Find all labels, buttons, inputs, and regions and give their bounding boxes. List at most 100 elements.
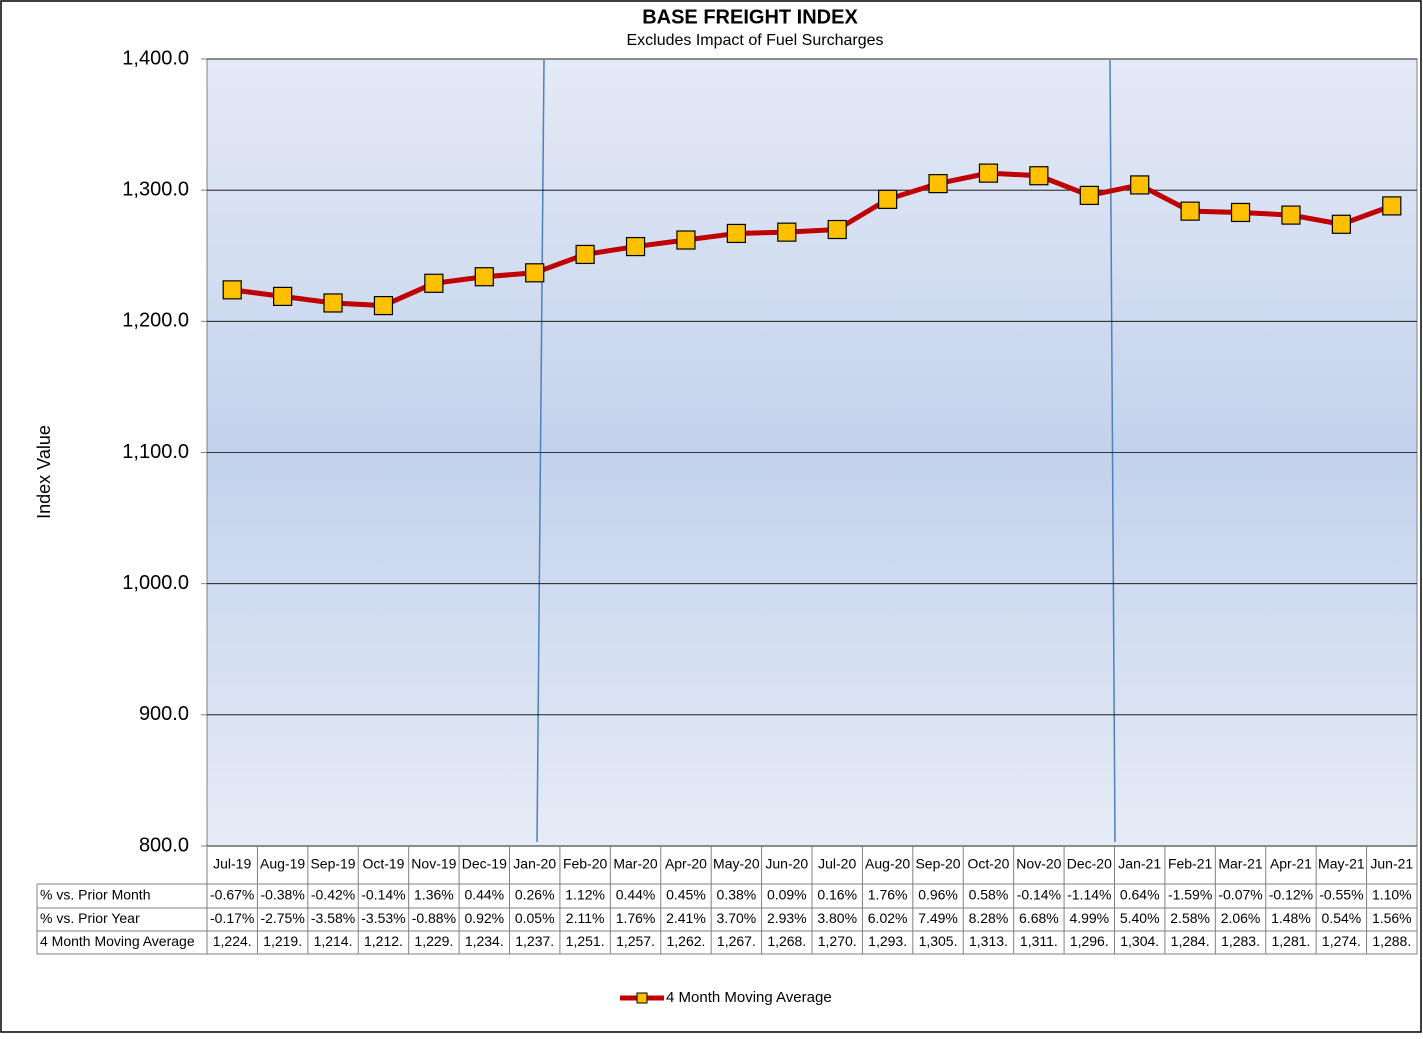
- table-cell: -0.55%: [1319, 887, 1363, 903]
- x-tick-label: Jun-21: [1370, 856, 1413, 872]
- table-cell: -0.07%: [1218, 887, 1262, 903]
- x-tick-label: Mar-21: [1218, 856, 1263, 872]
- table-cell: 1.10%: [1372, 887, 1412, 903]
- table-cell: -0.38%: [260, 887, 304, 903]
- table-cell: 2.11%: [566, 910, 605, 926]
- marker: [1029, 166, 1049, 186]
- table-cell: 8.28%: [969, 910, 1009, 926]
- table-cell: 1,283.: [1221, 933, 1260, 949]
- table-cell: 1,313.: [969, 933, 1008, 949]
- table-cell: 5.40%: [1120, 910, 1160, 926]
- table-cell: 6.68%: [1019, 910, 1059, 926]
- table-cell: 0.54%: [1322, 910, 1362, 926]
- table-cell: 2.41%: [666, 910, 706, 926]
- marker: [424, 273, 444, 293]
- row-header: 4 Month Moving Average: [40, 933, 195, 949]
- marker: [827, 219, 847, 240]
- table-cell: 0.26%: [515, 887, 555, 903]
- table-cell: 1,257.: [616, 933, 655, 949]
- marker: [1331, 214, 1351, 234]
- x-tick-label: Apr-21: [1270, 856, 1312, 872]
- table-cell: -1.59%: [1168, 887, 1212, 903]
- table-cell: 1,229.: [414, 933, 453, 949]
- y-tick-label: 900.0: [139, 703, 189, 725]
- y-tick-label: 800.0: [139, 834, 189, 856]
- table-cell: 1.36%: [414, 887, 454, 903]
- table-cell: 2.58%: [1170, 910, 1210, 926]
- table-cell: -2.75%: [260, 910, 304, 926]
- chart-title: BASE FREIGHT INDEX: [642, 6, 858, 28]
- y-tick-label: 1,200.0: [122, 310, 189, 332]
- marker: [273, 286, 293, 307]
- x-tick-label: Oct-20: [967, 856, 1009, 872]
- row-header: % vs. Prior Year: [40, 910, 140, 926]
- marker: [777, 222, 797, 242]
- table-cell: 0.45%: [666, 887, 706, 903]
- table-cell: 1.56%: [1372, 910, 1412, 926]
- table-cell: 7.49%: [918, 910, 958, 926]
- x-tick-label: May-20: [713, 856, 760, 872]
- y-tick-label: 1,000.0: [122, 572, 189, 594]
- legend-label: 4 Month Moving Average: [666, 989, 832, 1006]
- x-tick-label: Aug-19: [260, 856, 305, 872]
- table-cell: 1.12%: [565, 887, 605, 903]
- x-tick-label: Jan-20: [513, 856, 556, 872]
- table-cell: 1.76%: [616, 910, 656, 926]
- table-cell: 1,224.: [213, 933, 252, 949]
- x-tick-label: Nov-20: [1016, 856, 1061, 872]
- marker: [1130, 175, 1150, 195]
- table-cell: 0.96%: [918, 887, 958, 903]
- y-axis-label: Index Value: [34, 425, 54, 519]
- table-cell: 2.06%: [1221, 910, 1261, 926]
- marker: [625, 236, 646, 257]
- table-cell: 1,274.: [1322, 933, 1361, 949]
- table-cell: 1,234.: [465, 933, 504, 949]
- marker: [373, 295, 394, 316]
- table-cell: 1,212.: [364, 933, 403, 949]
- table-cell: 1,305.: [919, 933, 958, 949]
- table-cell: 1,270.: [818, 933, 857, 949]
- table-cell: -3.58%: [311, 910, 355, 926]
- table-cell: -0.17%: [210, 910, 254, 926]
- table-cell: 1,237.: [515, 933, 554, 949]
- table-cell: 1,288.: [1372, 933, 1411, 949]
- table-cell: 1.48%: [1271, 910, 1311, 926]
- x-tick-label: Aug-20: [865, 856, 910, 872]
- table-cell: 3.70%: [717, 910, 757, 926]
- x-tick-label: Sep-19: [310, 856, 355, 872]
- marker: [1230, 202, 1251, 223]
- table-cell: 0.64%: [1120, 887, 1160, 903]
- x-tick-label: Jan-21: [1118, 856, 1161, 872]
- table-cell: 0.58%: [969, 887, 1009, 903]
- marker: [1281, 205, 1301, 225]
- table-cell: -0.14%: [361, 887, 405, 903]
- table-cell: 1,214.: [314, 933, 353, 949]
- table-cell: -3.53%: [361, 910, 405, 926]
- y-tick-label: 1,400.0: [122, 47, 189, 69]
- table-cell: 1,268.: [767, 933, 806, 949]
- x-tick-label: Jul-19: [213, 856, 251, 872]
- table-cell: 0.09%: [767, 887, 807, 903]
- x-tick-label: Jun-20: [765, 856, 808, 872]
- table-cell: -0.88%: [412, 910, 456, 926]
- marker: [1180, 201, 1200, 221]
- table-cell: -0.67%: [210, 887, 254, 903]
- marker: [575, 244, 595, 265]
- marker: [978, 163, 999, 183]
- table-cell: 1,296.: [1070, 933, 1109, 949]
- table-cell: 1,311.: [1020, 933, 1058, 949]
- y-tick-label: 1,100.0: [122, 441, 189, 463]
- x-tick-label: Feb-21: [1168, 856, 1213, 872]
- marker: [1382, 196, 1402, 216]
- table-cell: 4.99%: [1069, 910, 1109, 926]
- marker: [726, 223, 746, 244]
- marker: [878, 189, 898, 209]
- legend-marker: [636, 992, 648, 1004]
- table-cell: 1,267.: [717, 933, 756, 949]
- table-cell: -0.14%: [1017, 887, 1061, 903]
- x-tick-label: Dec-19: [462, 856, 507, 872]
- table-cell: 1.76%: [868, 887, 908, 903]
- table-cell: 1,262.: [666, 933, 705, 949]
- x-tick-label: Jul-20: [818, 856, 856, 872]
